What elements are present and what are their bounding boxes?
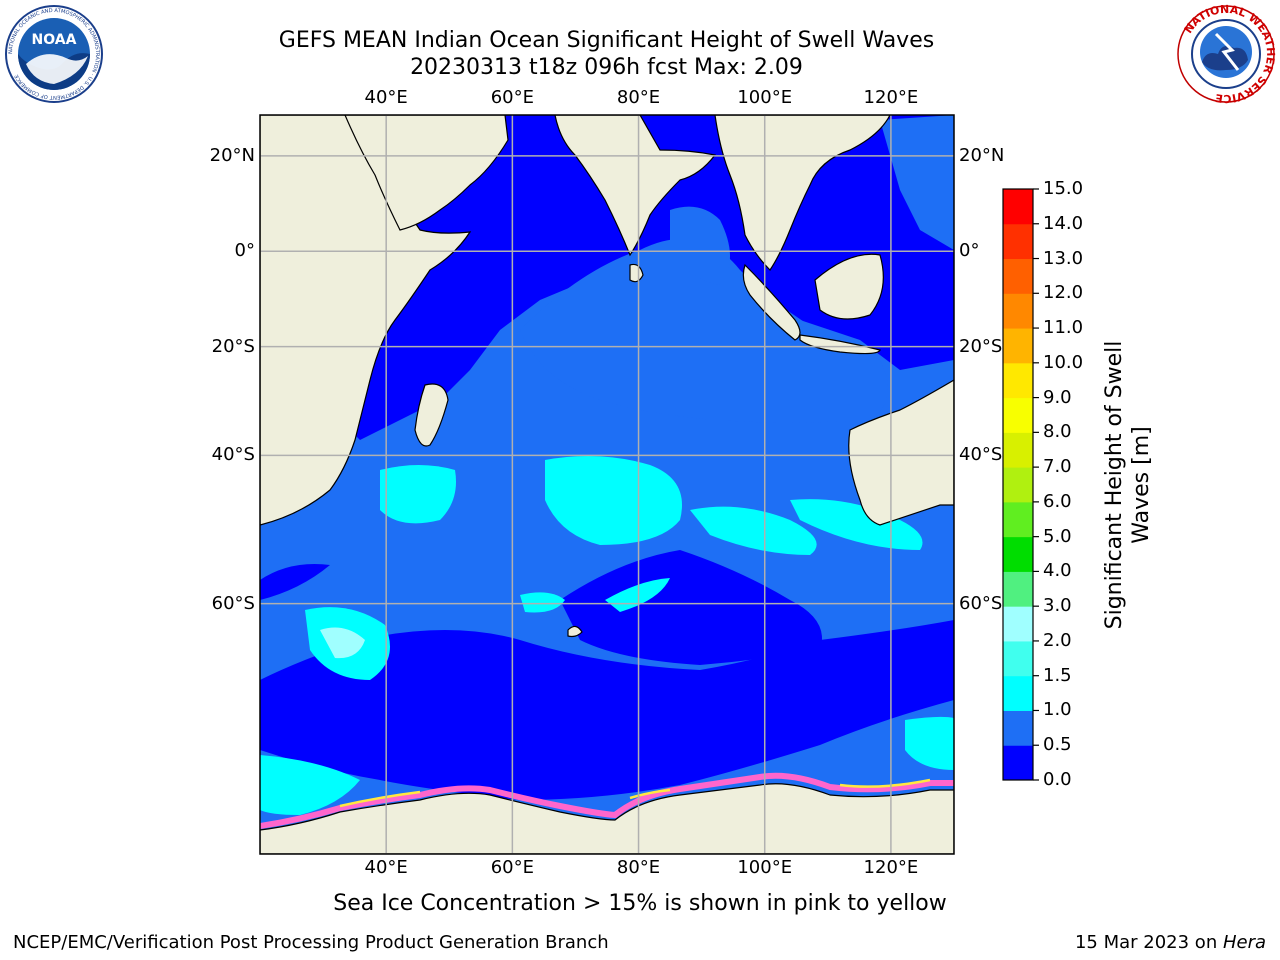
colorbar-tick-label: 8.0 <box>1043 421 1072 443</box>
colorbar-segment <box>1003 397 1033 433</box>
kerguelen-land <box>567 625 583 638</box>
colorbar-segment <box>1003 536 1033 572</box>
colorbar-segment <box>1003 467 1033 503</box>
lon-tick-label: 40°E <box>364 857 408 878</box>
lat-tick-label: 20°S <box>211 335 255 357</box>
colorbar-segment <box>1003 501 1033 538</box>
colorbar-segment <box>1003 640 1033 677</box>
lat-tick-label: 40°S <box>211 444 255 466</box>
lat-tick-label: 0° <box>234 240 255 262</box>
lon-tick-label: 120°E <box>863 857 919 878</box>
colorbar-tick-label: 11.0 <box>1043 317 1084 339</box>
colorbar-tick-label: 14.0 <box>1043 212 1084 234</box>
footer-credit: NCEP/EMC/Verification Post Processing Pr… <box>13 932 609 953</box>
cyan-swell-patch <box>520 592 565 613</box>
chart-subtitle: 20230313 t18z 096h fcst Max: 2.09 <box>410 55 803 80</box>
lat-tick-label: 60°S <box>211 592 255 614</box>
colorbar-segment <box>1003 293 1033 329</box>
australia-land <box>848 379 954 526</box>
sumatra-land <box>742 263 801 341</box>
colorbar-tick-label: 15.0 <box>1043 178 1084 199</box>
colorbar-tick-label: 13.0 <box>1043 247 1084 269</box>
colorbar-segment <box>1003 223 1033 260</box>
colorbar-tick-label: 12.0 <box>1043 282 1084 304</box>
cyan-swell-patch <box>905 716 954 770</box>
colorbar-segment <box>1003 362 1033 399</box>
colorbar-segment <box>1003 328 1033 364</box>
lon-tick-label: 40°E <box>364 87 408 108</box>
cyan-swell-patch <box>790 499 923 550</box>
colorbar-tick-label: 4.0 <box>1043 560 1072 582</box>
colorbar-tick-label: 1.0 <box>1043 699 1072 721</box>
colorbar-tick-label: 9.0 <box>1043 386 1072 408</box>
antarctica-land <box>260 783 954 854</box>
colorbar-segment <box>1003 710 1033 746</box>
colorbar-tick-label: 2.0 <box>1043 629 1072 651</box>
colorbar-tick-label: 1.5 <box>1043 664 1072 686</box>
colorbar-tick-label: 10.0 <box>1043 351 1084 373</box>
footer-date: 15 Mar 2023 on Hera <box>1074 932 1266 953</box>
sri-lanka-land <box>629 263 644 283</box>
colorbar-segment <box>1003 189 1033 225</box>
low-swell-south-center <box>560 550 822 665</box>
lon-tick-label: 60°E <box>490 87 534 108</box>
cyan-swell-patch <box>260 755 360 815</box>
lon-tick-label: 80°E <box>616 857 661 878</box>
lat-tick-label: 20°N <box>209 144 255 166</box>
lat-tick-label: 20°N <box>959 144 1005 166</box>
lat-tick-label: 60°S <box>959 592 1003 614</box>
colorbar-segment <box>1003 432 1033 468</box>
moderate-swell-pacific <box>880 115 954 250</box>
cyan-swell-patch <box>690 506 817 555</box>
madagascar-land <box>414 383 449 447</box>
borneo-land <box>814 253 884 320</box>
cyan-swell-patch <box>380 465 456 524</box>
low-swell-south-band <box>260 620 954 800</box>
colorbar-tick-label: 7.0 <box>1043 456 1072 478</box>
colorbar-segment <box>1003 675 1033 711</box>
colorbar-tick-label: 6.0 <box>1043 490 1072 512</box>
noaa-logo-text: NOAA <box>32 32 77 48</box>
light-cyan-swell-patch <box>320 627 365 659</box>
indochina-land <box>714 115 891 271</box>
colorbar-tick-label: 5.0 <box>1043 525 1072 547</box>
colorbar-frame <box>1002 188 1034 781</box>
lat-tick-label: 0° <box>959 240 980 262</box>
colorbar-tick-label: 0.0 <box>1043 769 1072 790</box>
sea-ice-high <box>339 778 931 808</box>
graticule <box>260 115 954 854</box>
lon-tick-label: 120°E <box>863 87 919 108</box>
lon-tick-label: 100°E <box>737 87 793 108</box>
moderate-swell-bay <box>670 206 730 285</box>
nws-logo: NATIONAL WEATHER SERVICE <box>1177 4 1276 104</box>
colorbar-tick-label: 0.5 <box>1043 734 1072 756</box>
lon-tick-label: 60°E <box>490 857 534 878</box>
chart-title: GEFS MEAN Indian Ocean Significant Heigh… <box>278 28 935 53</box>
noaa-logo: NOAA NATIONAL OCEANIC AND ATMOSPHERIC AD… <box>5 5 103 103</box>
colorbar-tick-label: 3.0 <box>1043 595 1072 617</box>
lon-tick-label: 80°E <box>616 87 661 108</box>
sea-ice-caption: Sea Ice Concentration > 15% is shown in … <box>333 891 947 916</box>
colorbar-segment <box>1003 745 1033 781</box>
lat-tick-label: 20°S <box>959 335 1003 357</box>
map-frame <box>259 114 955 855</box>
land-masses <box>260 115 954 854</box>
cyan-swell-patch <box>545 456 682 545</box>
colorbar-label: Significant Height of Swell Waves [m] <box>1102 340 1154 630</box>
colorbar-segment <box>1003 571 1033 607</box>
moderate-swell-central <box>520 238 888 423</box>
low-swell-west <box>260 564 330 600</box>
lat-tick-label: 40°S <box>959 444 1003 466</box>
india-land <box>554 115 717 257</box>
lon-tick-label: 100°E <box>737 857 793 878</box>
colorbar-segment <box>1003 258 1033 294</box>
colorbar-segment <box>1003 606 1033 642</box>
sea-ice-edge <box>260 772 954 829</box>
